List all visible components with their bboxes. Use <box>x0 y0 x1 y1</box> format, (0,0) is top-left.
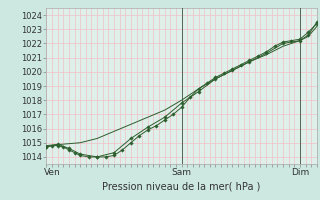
X-axis label: Pression niveau de la mer( hPa ): Pression niveau de la mer( hPa ) <box>102 181 261 191</box>
